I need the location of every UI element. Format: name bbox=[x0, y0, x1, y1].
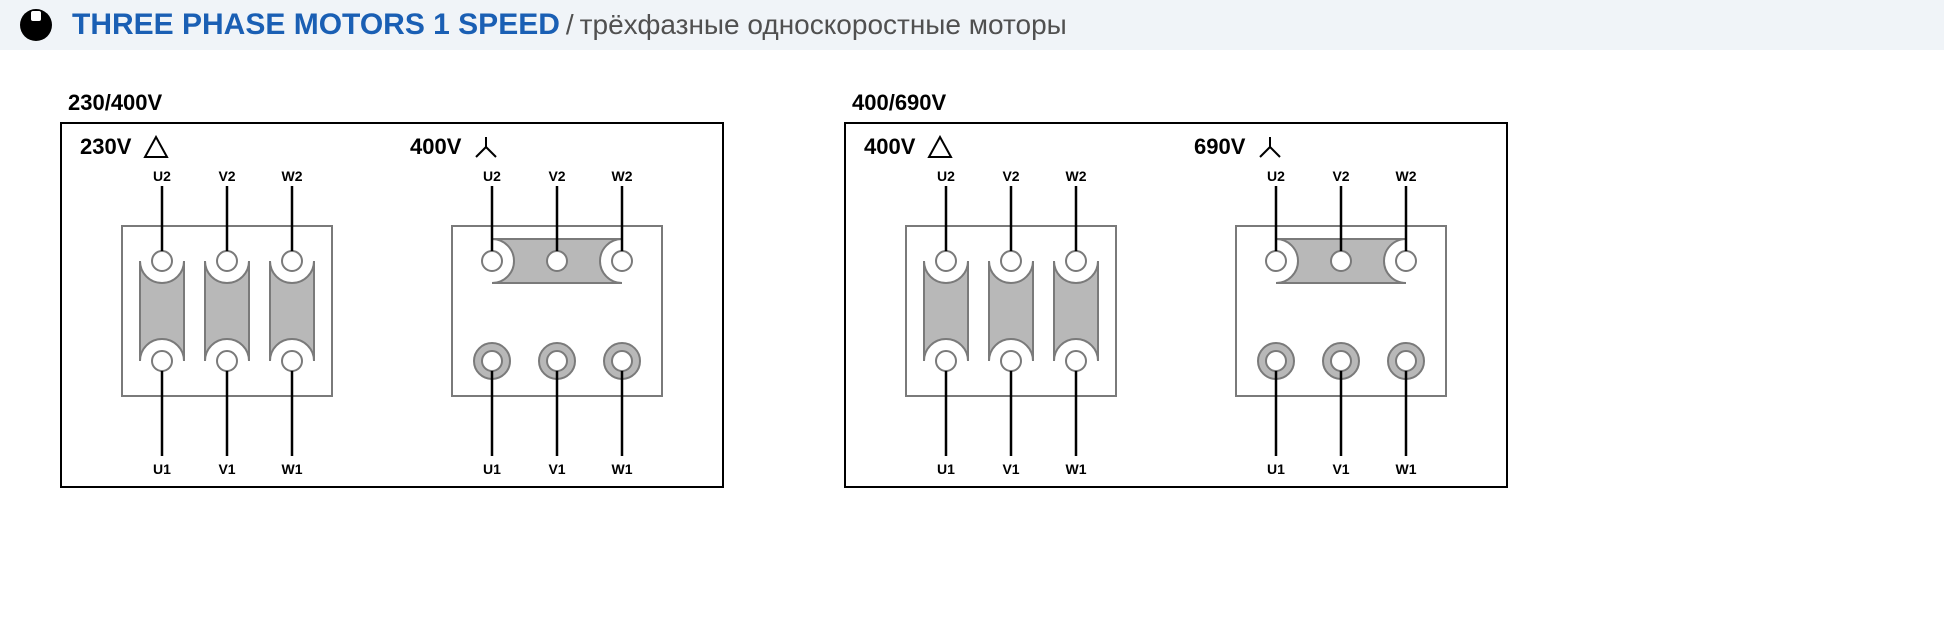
bridge-plate bbox=[1054, 261, 1098, 361]
connection-panel: 400V U2 U1 V2 V1 W2 W1 bbox=[846, 124, 1176, 486]
terminal-label-top: U2 bbox=[483, 168, 501, 184]
terminal-screw bbox=[612, 351, 632, 371]
terminal-screw bbox=[612, 251, 632, 271]
connection-panel: 690V U2 U1 V2 V1 W2 W1 bbox=[1176, 124, 1506, 486]
panel-voltage-label: 400V bbox=[410, 134, 461, 160]
panel-header: 400V bbox=[392, 134, 722, 166]
terminal-screw bbox=[217, 251, 237, 271]
header-bar: THREE PHASE MOTORS 1 SPEED / трёхфазные … bbox=[0, 0, 1944, 50]
bridge-plate bbox=[140, 261, 184, 361]
panel-header: 690V bbox=[1176, 134, 1506, 166]
terminal-label-bottom: V1 bbox=[1332, 461, 1349, 477]
terminal-screw bbox=[282, 251, 302, 271]
wiring-diagram: U2 U1 V2 V1 W2 W1 bbox=[1176, 166, 1506, 486]
star-icon bbox=[473, 135, 499, 159]
terminal-screw bbox=[936, 351, 956, 371]
group-box: 400V U2 U1 V2 V1 W2 W1 690V U2 U1 V2 V1 W2 W1 bbox=[844, 122, 1508, 488]
bridge-plate bbox=[270, 261, 314, 361]
terminal-screw bbox=[1001, 251, 1021, 271]
terminal-label-bottom: V1 bbox=[1002, 461, 1019, 477]
panel-voltage-label: 690V bbox=[1194, 134, 1245, 160]
title-ru: трёхфазные односкоростные моторы bbox=[580, 9, 1067, 41]
wiring-diagram: U2 U1 V2 V1 W2 W1 bbox=[392, 166, 722, 486]
terminal-screw bbox=[1396, 251, 1416, 271]
terminal-screw bbox=[1331, 351, 1351, 371]
terminal-label-top: V2 bbox=[1002, 168, 1019, 184]
socket-icon bbox=[20, 9, 52, 41]
panel-voltage-label: 230V bbox=[80, 134, 131, 160]
terminal-screw bbox=[152, 351, 172, 371]
terminal-label-bottom: U1 bbox=[483, 461, 501, 477]
terminal-label-top: V2 bbox=[1332, 168, 1349, 184]
title-sep: / bbox=[566, 9, 574, 41]
voltage-group: 400/690V 400V U2 U1 V2 V1 W2 W1 690V U2 U1 V2 V1 W… bbox=[844, 90, 1508, 488]
terminal-screw bbox=[1066, 351, 1086, 371]
terminal-label-top: W2 bbox=[282, 168, 303, 184]
terminal-label-bottom: W1 bbox=[1066, 461, 1087, 477]
terminal-label-top: W2 bbox=[612, 168, 633, 184]
terminal-label-bottom: U1 bbox=[1267, 461, 1285, 477]
group-voltage-label: 400/690V bbox=[852, 90, 1508, 116]
terminal-screw bbox=[1266, 251, 1286, 271]
terminal-label-top: V2 bbox=[548, 168, 565, 184]
voltage-group: 230/400V 230V U2 U1 V2 V1 W2 W1 400V U2 U1 V2 V1 W… bbox=[60, 90, 724, 488]
terminal-label-bottom: V1 bbox=[548, 461, 565, 477]
bridge-plate bbox=[924, 261, 968, 361]
terminal-screw bbox=[482, 351, 502, 371]
terminal-screw bbox=[1066, 251, 1086, 271]
terminal-label-bottom: W1 bbox=[282, 461, 303, 477]
terminal-screw bbox=[282, 351, 302, 371]
bridge-plate bbox=[989, 261, 1033, 361]
terminal-label-top: W2 bbox=[1396, 168, 1417, 184]
bridge-plate bbox=[205, 261, 249, 361]
terminal-screw bbox=[1331, 251, 1351, 271]
terminal-screw bbox=[547, 251, 567, 271]
delta-icon bbox=[143, 135, 169, 159]
terminal-screw bbox=[547, 351, 567, 371]
terminal-label-bottom: W1 bbox=[1396, 461, 1417, 477]
connection-panel: 400V U2 U1 V2 V1 W2 W1 bbox=[392, 124, 722, 486]
terminal-screw bbox=[152, 251, 172, 271]
terminal-label-top: U2 bbox=[1267, 168, 1285, 184]
terminal-label-bottom: W1 bbox=[612, 461, 633, 477]
terminal-screw bbox=[217, 351, 237, 371]
terminal-screw bbox=[936, 251, 956, 271]
terminal-label-bottom: U1 bbox=[153, 461, 171, 477]
terminal-screw bbox=[1001, 351, 1021, 371]
star-icon bbox=[1257, 135, 1283, 159]
group-voltage-label: 230/400V bbox=[68, 90, 724, 116]
connection-panel: 230V U2 U1 V2 V1 W2 W1 bbox=[62, 124, 392, 486]
terminal-label-bottom: U1 bbox=[937, 461, 955, 477]
terminal-label-top: U2 bbox=[937, 168, 955, 184]
title-en: THREE PHASE MOTORS 1 SPEED bbox=[72, 8, 560, 42]
group-box: 230V U2 U1 V2 V1 W2 W1 400V U2 U1 V2 V1 W2 W1 bbox=[60, 122, 724, 488]
terminal-label-top: W2 bbox=[1066, 168, 1087, 184]
terminal-label-top: U2 bbox=[153, 168, 171, 184]
panel-header: 230V bbox=[62, 134, 392, 166]
wiring-diagram: U2 U1 V2 V1 W2 W1 bbox=[846, 166, 1176, 486]
panel-header: 400V bbox=[846, 134, 1176, 166]
terminal-label-top: V2 bbox=[218, 168, 235, 184]
delta-icon bbox=[927, 135, 953, 159]
terminal-screw bbox=[1266, 351, 1286, 371]
terminal-screw bbox=[482, 251, 502, 271]
terminal-screw bbox=[1396, 351, 1416, 371]
content: VENT EL 230/400V230V U2U1V2V1W2W1 400V U… bbox=[0, 90, 1944, 488]
terminal-label-bottom: V1 bbox=[218, 461, 235, 477]
wiring-diagram: U2 U1 V2 V1 W2 W1 bbox=[62, 166, 392, 486]
panel-voltage-label: 400V bbox=[864, 134, 915, 160]
